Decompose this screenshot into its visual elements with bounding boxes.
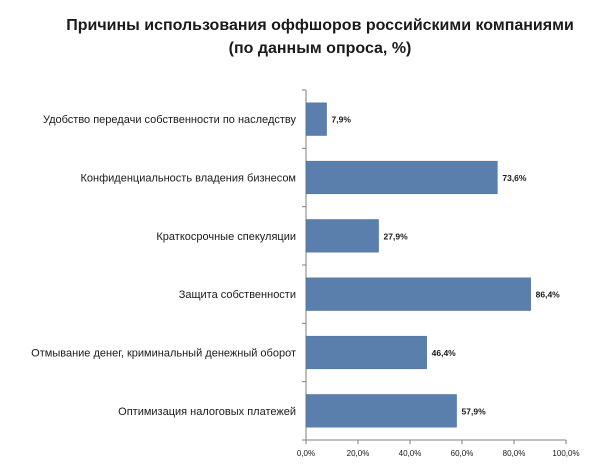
bar	[305, 277, 531, 311]
x-tick-label: 100,0%	[552, 449, 579, 458]
category-label: Оптимизация налоговых платежей	[118, 406, 296, 418]
data-label: 46,4%	[432, 348, 457, 358]
data-label: 86,4%	[536, 290, 561, 300]
data-label: 73,6%	[502, 173, 527, 183]
category-label: Краткосрочные спекуляции	[156, 231, 296, 243]
x-tick-label: 40,0%	[399, 449, 422, 458]
bar	[305, 394, 457, 428]
bar	[305, 335, 427, 370]
bar	[305, 102, 327, 136]
x-tick-label: 80,0%	[503, 449, 526, 458]
bar	[305, 160, 498, 195]
data-label: 57,9%	[462, 406, 487, 416]
chart-title-line1: Причины использования оффшоров российски…	[66, 17, 574, 34]
category-label: Конфиденциальность владения бизнесом	[80, 173, 296, 185]
category-label: Удобство передачи собственности по насле…	[43, 114, 297, 126]
chart-title: Причины использования оффшоров российски…	[60, 14, 580, 60]
category-label: Отмывание денег, криминальный денежный о…	[31, 348, 296, 360]
bar	[305, 219, 379, 253]
data-label: 27,9%	[384, 231, 409, 241]
x-tick-label: 60,0%	[451, 449, 474, 458]
data-label: 7,9%	[332, 115, 352, 125]
x-tick-label: 20,0%	[347, 449, 370, 458]
category-label: Защита собственности	[179, 289, 296, 301]
x-tick-label: 0,0%	[297, 449, 315, 458]
chart-title-line2: (по данным опроса, %)	[228, 40, 412, 57]
